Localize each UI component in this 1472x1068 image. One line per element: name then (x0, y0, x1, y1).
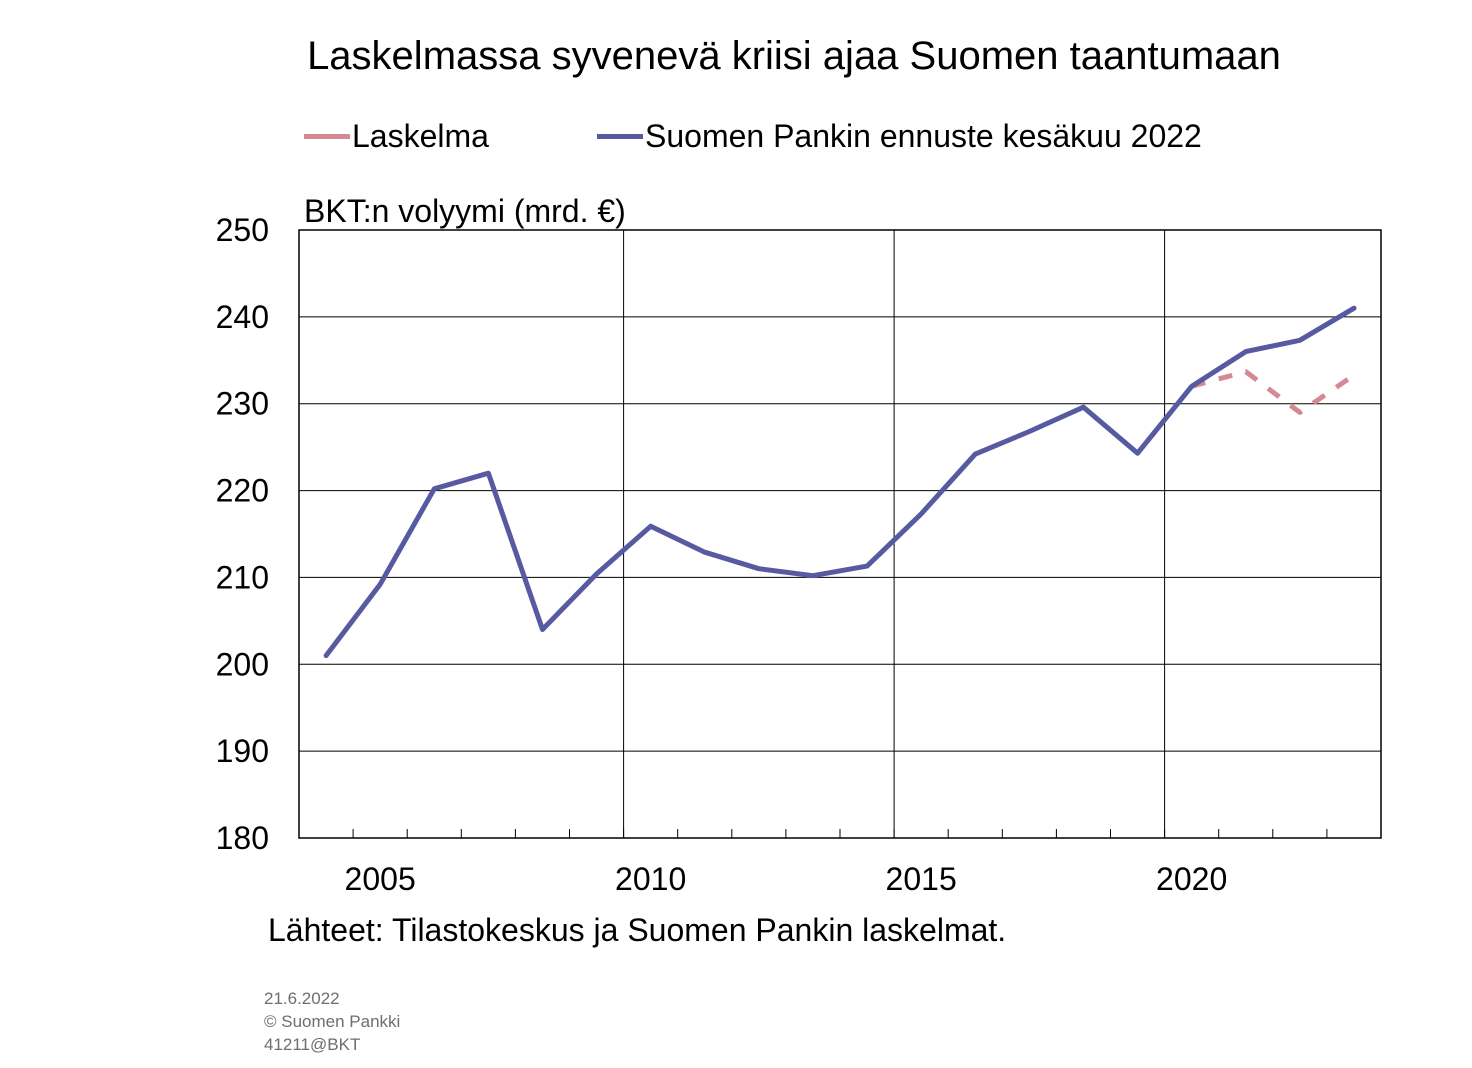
y-tick-label: 200 (216, 646, 269, 682)
sources-note: Lähteet: Tilastokeskus ja Suomen Pankin … (268, 912, 1007, 948)
legend-item-laskelma: Laskelma (304, 116, 489, 156)
footer-date: 21.6.2022 (264, 989, 340, 1008)
legend-swatch-laskelma (304, 133, 350, 139)
y-axis-label: BKT:n volyymi (mrd. €) (304, 193, 626, 229)
plot-frame (298, 229, 1382, 839)
y-tick-label: 190 (216, 733, 269, 769)
x-tick-label: 2010 (615, 861, 686, 897)
y-tick-label: 250 (216, 212, 269, 248)
y-tick-label: 220 (216, 473, 269, 509)
legend-item-ennuste: Suomen Pankin ennuste kesäkuu 2022 (597, 116, 1202, 156)
y-tick-label: 210 (216, 559, 269, 595)
footer-copyright: © Suomen Pankki (264, 1012, 401, 1031)
x-tick-label: 2020 (1156, 861, 1227, 897)
x-tick-label: 2005 (345, 861, 416, 897)
chart-title: Laskelmassa syvenevä kriisi ajaa Suomen … (307, 34, 1281, 78)
y-tick-label: 180 (216, 820, 269, 856)
series-line-laskelma (1191, 369, 1356, 415)
legend-label-laskelma: Laskelma (352, 117, 489, 154)
series-line-ennuste (323, 305, 1357, 659)
legend-label-ennuste: Suomen Pankin ennuste kesäkuu 2022 (645, 117, 1202, 154)
y-tick-label: 240 (216, 299, 269, 335)
x-tick-label: 2015 (886, 861, 957, 897)
footer-code: 41211@BKT (264, 1035, 361, 1054)
legend-swatch-ennuste (597, 133, 643, 139)
y-tick-label: 230 (216, 386, 269, 422)
